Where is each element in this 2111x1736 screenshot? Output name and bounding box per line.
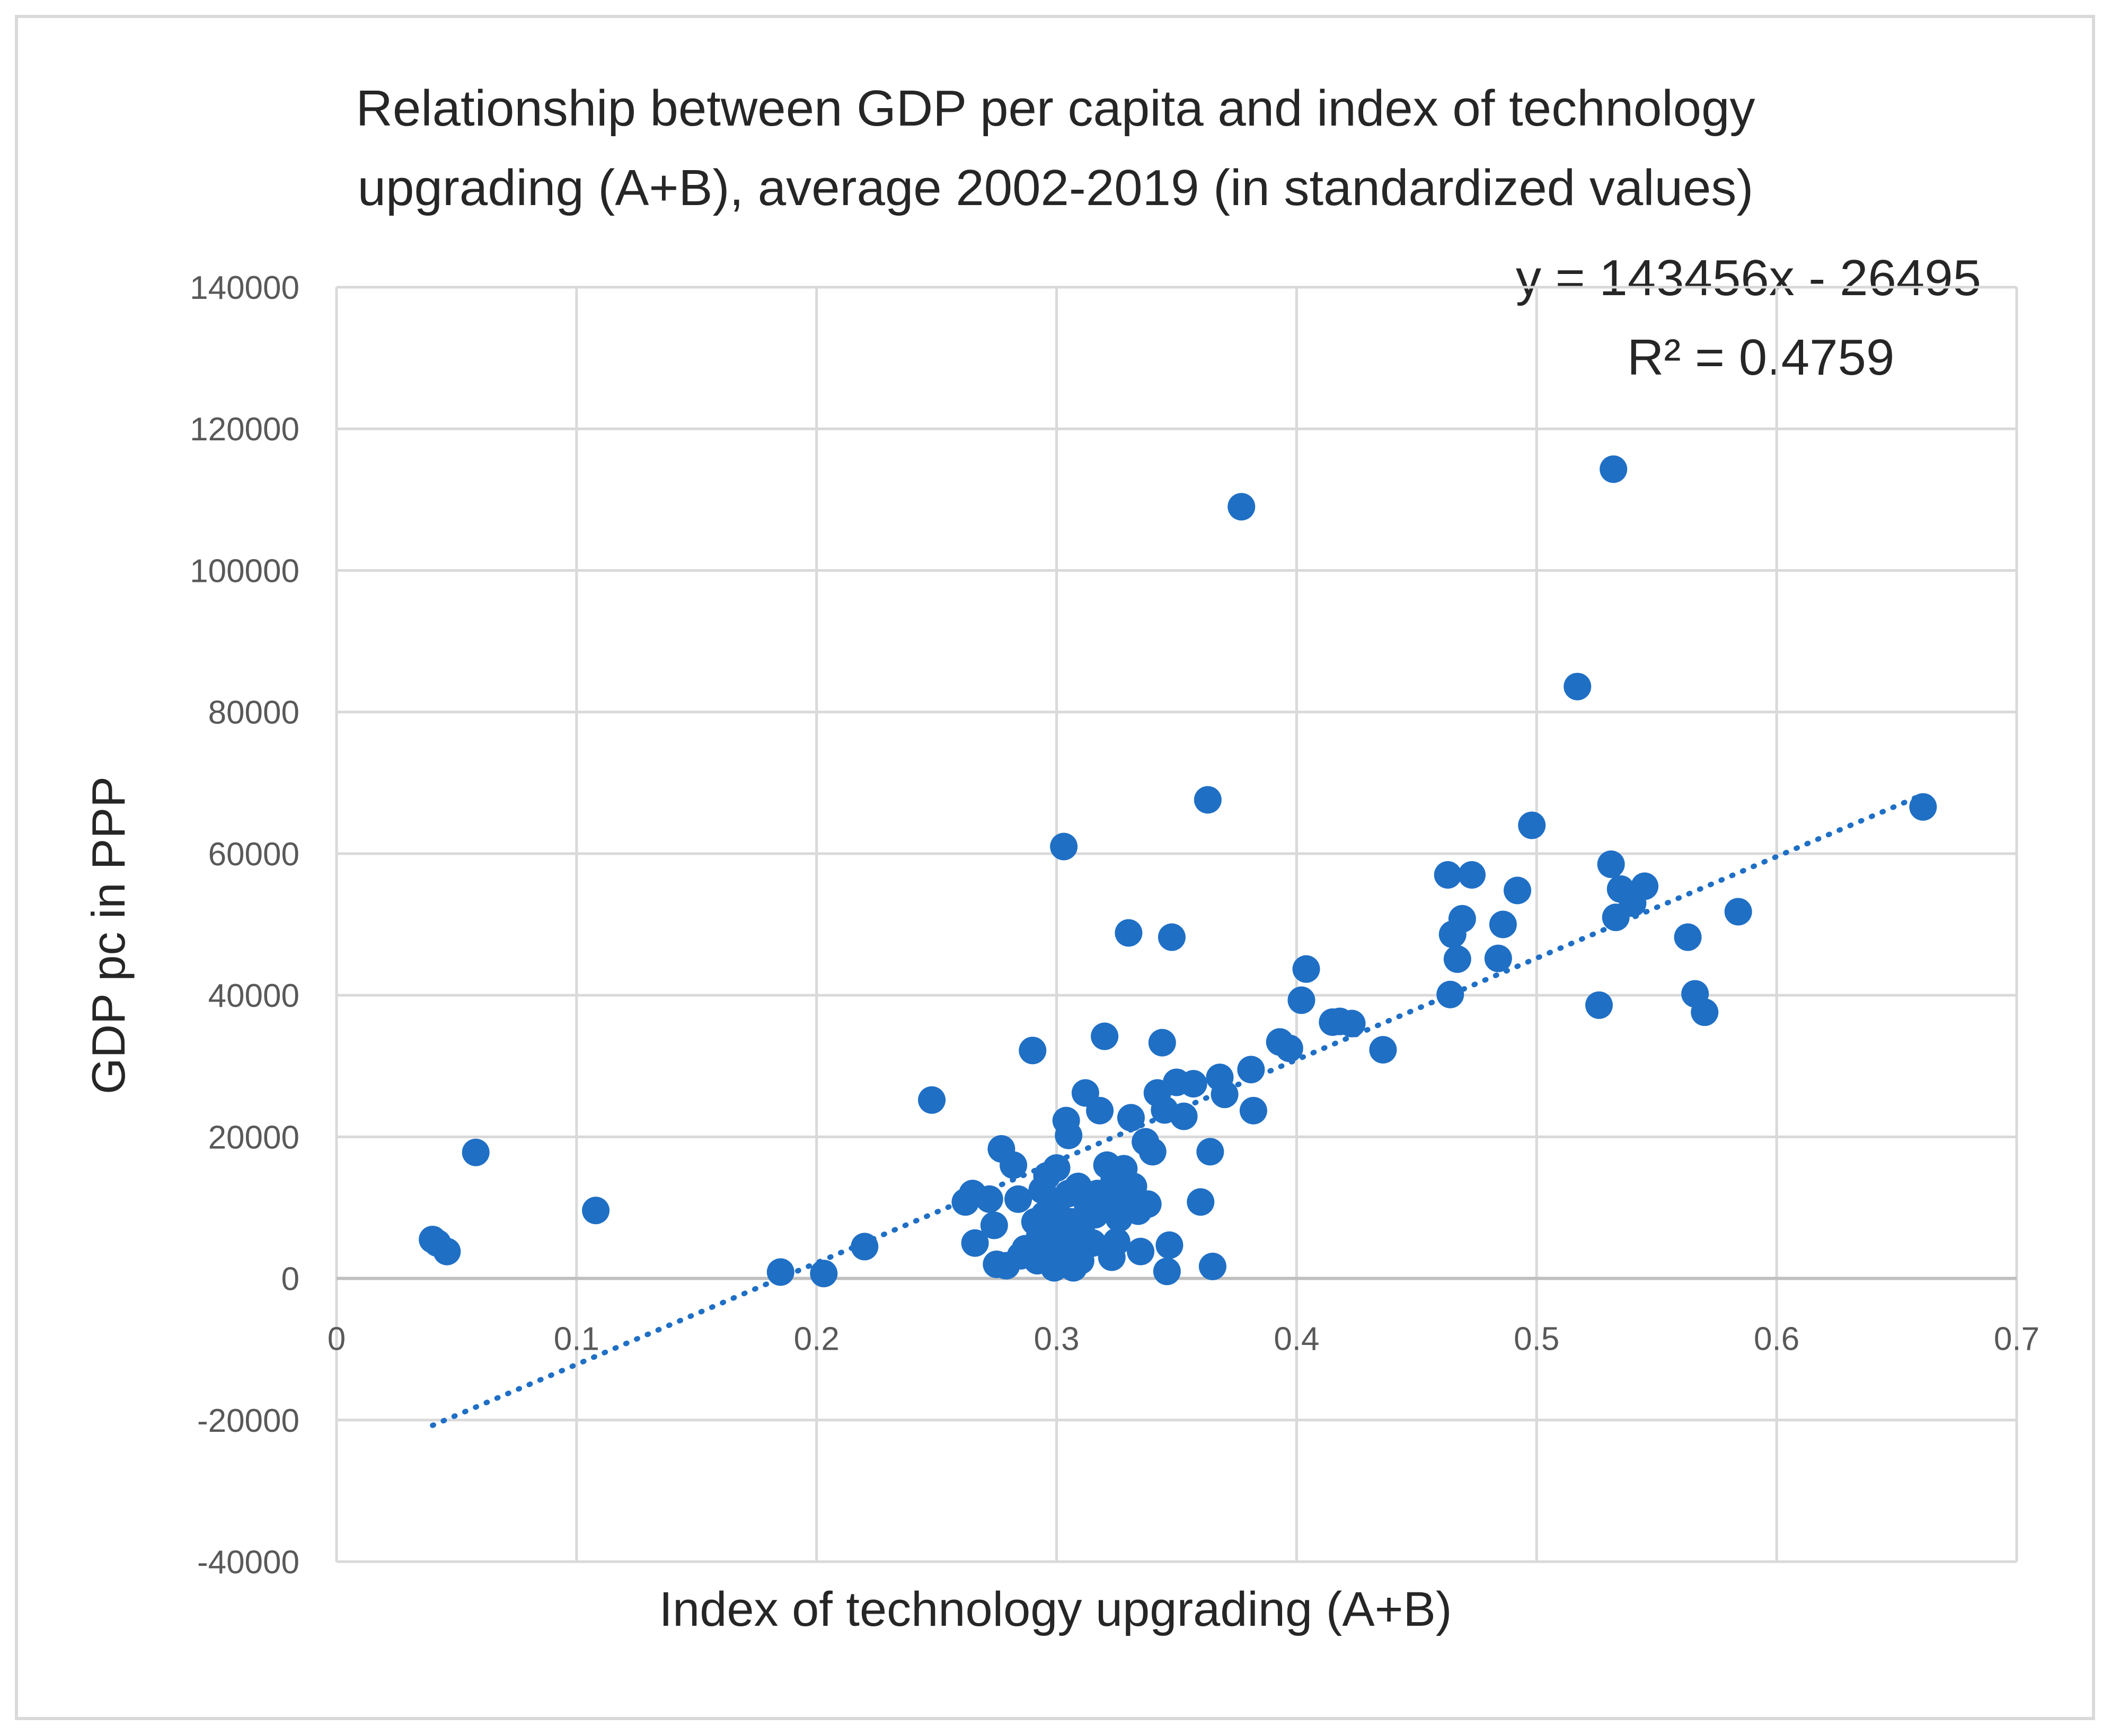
y-tick-label: 80000 xyxy=(208,695,299,731)
data-point xyxy=(1458,861,1486,889)
data-point xyxy=(1134,1190,1162,1218)
data-point xyxy=(1518,811,1546,839)
data-point xyxy=(810,1260,838,1288)
data-point xyxy=(1055,1121,1083,1149)
x-tick-label: 0.3 xyxy=(1034,1321,1079,1358)
data-point xyxy=(1138,1138,1167,1166)
data-point xyxy=(1585,991,1613,1019)
data-point xyxy=(1600,455,1628,483)
data-point xyxy=(1436,980,1464,1008)
data-point xyxy=(1194,786,1222,814)
y-tick-label: -40000 xyxy=(197,1544,299,1581)
x-tick-label: 0.4 xyxy=(1274,1321,1319,1358)
data-point xyxy=(1227,493,1256,521)
data-point xyxy=(1211,1080,1239,1109)
data-point xyxy=(1000,1151,1028,1179)
data-point xyxy=(1292,955,1320,983)
data-point xyxy=(1434,861,1462,889)
data-point xyxy=(582,1197,610,1225)
data-point xyxy=(918,1086,946,1114)
data-point xyxy=(1127,1237,1155,1265)
data-point xyxy=(1489,910,1517,938)
x-tick-label: 0.5 xyxy=(1514,1321,1559,1358)
x-tick-label: 0 xyxy=(328,1321,346,1358)
data-point xyxy=(1170,1102,1198,1130)
data-point xyxy=(1102,1228,1130,1256)
y-tick-label: 60000 xyxy=(208,836,299,873)
x-tick-label: 0.6 xyxy=(1754,1321,1799,1358)
trendline-equation: y = 143456x - 26495 xyxy=(1516,250,1982,306)
data-point xyxy=(1287,986,1315,1014)
data-point xyxy=(961,1229,989,1257)
data-point xyxy=(1158,923,1186,951)
y-tick-label: 0 xyxy=(281,1261,299,1298)
data-point xyxy=(1239,1096,1267,1124)
data-point xyxy=(1564,672,1592,701)
data-point xyxy=(1597,850,1625,878)
data-point xyxy=(1484,944,1512,972)
data-point xyxy=(1369,1035,1397,1064)
y-tick-label: 20000 xyxy=(208,1119,299,1156)
data-point xyxy=(1338,1009,1366,1038)
data-point xyxy=(1909,793,1937,821)
chart-frame xyxy=(15,15,2095,1720)
data-point xyxy=(1504,876,1532,905)
x-tick-label: 0.1 xyxy=(554,1321,599,1358)
y-tick-label: 140000 xyxy=(190,270,299,306)
data-point xyxy=(766,1258,794,1286)
data-point xyxy=(1187,1188,1215,1216)
y-tick-label: 120000 xyxy=(190,411,299,448)
data-point xyxy=(1674,923,1702,951)
data-point xyxy=(1079,1229,1107,1257)
data-point xyxy=(1179,1070,1207,1098)
data-point xyxy=(1691,998,1719,1026)
x-tick-label: 0.2 xyxy=(794,1321,840,1358)
data-point xyxy=(1115,919,1143,947)
data-point xyxy=(1091,1022,1119,1050)
chart-title: Relationship between GDP per capita and … xyxy=(356,80,1755,216)
data-point xyxy=(1196,1138,1224,1166)
data-point xyxy=(1004,1185,1032,1213)
x-axis-label: Index of technology upgrading (A+B) xyxy=(659,1582,1452,1636)
data-point xyxy=(980,1211,1008,1239)
data-point xyxy=(433,1237,461,1265)
data-point xyxy=(1631,872,1659,900)
data-point xyxy=(1448,905,1476,933)
y-tick-label: 100000 xyxy=(190,553,299,589)
data-point xyxy=(1050,832,1078,861)
data-point xyxy=(462,1138,490,1166)
data-point xyxy=(1724,898,1752,926)
data-point xyxy=(851,1233,879,1261)
data-point xyxy=(1198,1252,1226,1280)
y-tick-label: 40000 xyxy=(208,978,299,1014)
data-point xyxy=(975,1185,1003,1213)
data-point xyxy=(1153,1257,1181,1286)
data-point xyxy=(1117,1104,1145,1132)
data-point xyxy=(1443,945,1471,973)
data-point xyxy=(1148,1029,1176,1057)
y-tick-label: -20000 xyxy=(197,1403,299,1439)
x-tick-label: 0.7 xyxy=(1994,1321,2039,1358)
data-point xyxy=(1043,1154,1071,1182)
data-point xyxy=(1155,1231,1183,1259)
data-point xyxy=(1275,1034,1303,1062)
data-point xyxy=(1086,1096,1114,1124)
trendline-r-squared: R² = 0.4759 xyxy=(1627,329,1895,386)
data-point xyxy=(1237,1056,1265,1084)
data-point xyxy=(1019,1037,1047,1065)
